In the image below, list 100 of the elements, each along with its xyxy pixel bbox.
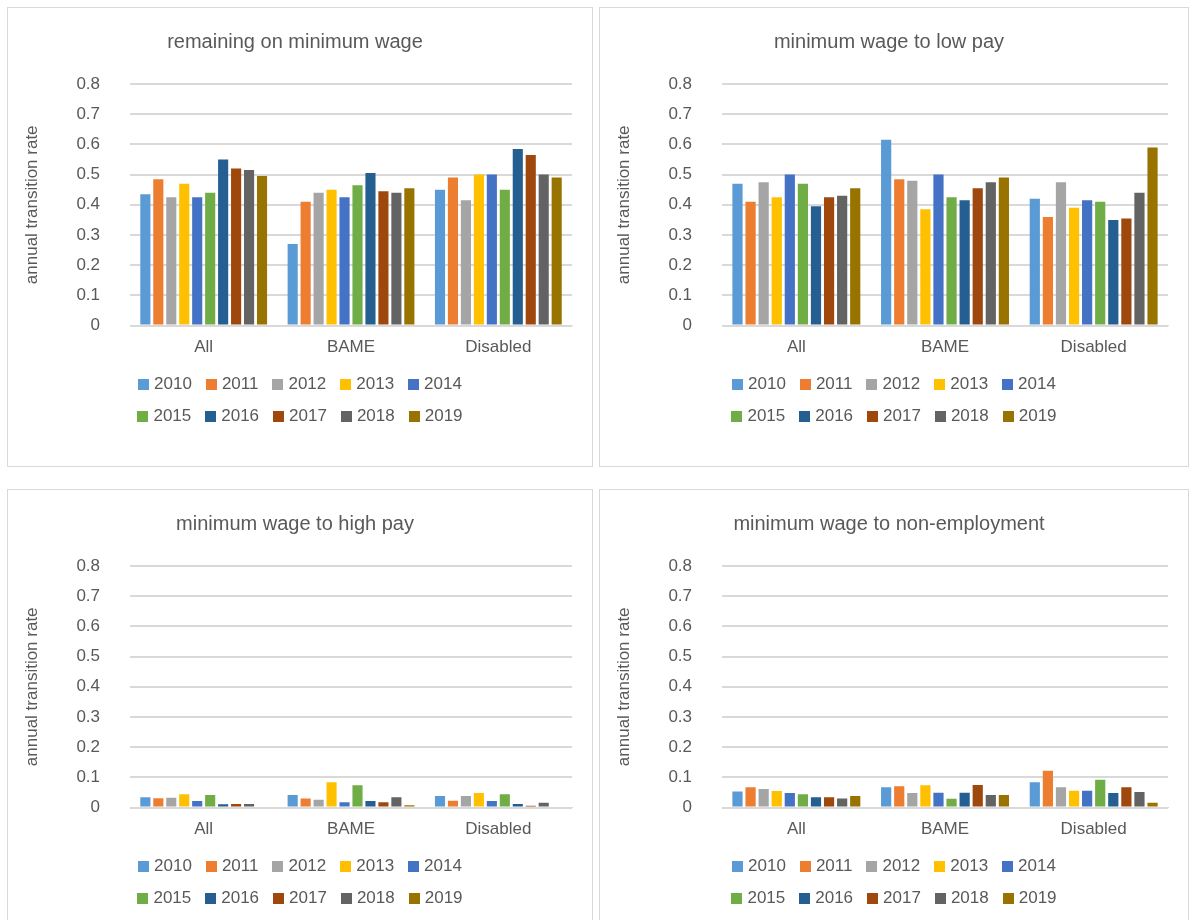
- bar: [920, 209, 931, 325]
- bar: [972, 784, 983, 807]
- bar: [1055, 182, 1067, 325]
- y-tick-label: 0.1: [76, 767, 101, 787]
- bar: [1121, 218, 1132, 325]
- legend-label: 2015: [153, 888, 192, 908]
- y-tick-label: 0.5: [76, 164, 101, 184]
- y-tick-label: 0.2: [76, 254, 101, 274]
- chart-title: remaining on minimum wage: [167, 29, 423, 52]
- bar: [907, 180, 918, 325]
- bar: [1147, 147, 1158, 325]
- y-tick-label: 0.8: [76, 555, 101, 575]
- bar: [326, 189, 337, 325]
- legend-label: 2018: [356, 406, 395, 426]
- y-tick-label: 0.3: [668, 224, 693, 244]
- bar: [140, 194, 151, 325]
- y-tick-label: 0.3: [76, 224, 101, 244]
- bar: [205, 192, 216, 325]
- bar: [1068, 790, 1080, 807]
- x-tick-label: BAME: [326, 819, 376, 839]
- y-tick-label: 0: [682, 797, 693, 817]
- legend-label: 2012: [882, 374, 921, 394]
- y-tick-label: 0.6: [76, 134, 101, 154]
- legend-label: 2014: [424, 374, 462, 394]
- legend-label: 2018: [950, 888, 989, 908]
- bar: [486, 174, 497, 325]
- bar: [434, 189, 446, 325]
- legend-label: 2013: [356, 374, 395, 394]
- y-tick-label: 0.8: [76, 73, 101, 93]
- legend-label: 2015: [747, 406, 786, 426]
- x-tick-label: All: [194, 819, 214, 839]
- y-axis-title: annual transition rate: [613, 607, 633, 767]
- bar: [1055, 787, 1067, 807]
- y-tick-label: 0.8: [668, 73, 693, 93]
- legend-label: 2018: [950, 406, 989, 426]
- bar: [732, 791, 743, 807]
- legend-label: 2019: [424, 406, 463, 426]
- chart-title: minimum wage to low pay: [773, 29, 1005, 52]
- legend-label: 2013: [356, 856, 395, 876]
- bar: [192, 197, 203, 325]
- bar: [758, 182, 769, 325]
- bar: [797, 183, 808, 325]
- bar: [339, 197, 350, 325]
- bar: [881, 787, 892, 807]
- legend-label: 2016: [221, 406, 260, 426]
- bar: [810, 206, 822, 325]
- legend-label: 2019: [1018, 888, 1057, 908]
- x-tick-label: Disabled: [465, 337, 532, 357]
- bar: [946, 798, 957, 807]
- legend-label: 2017: [883, 888, 921, 908]
- legend-label: 2017: [883, 406, 921, 426]
- chart-title: minimum wage to non-employment: [733, 511, 1046, 534]
- legend-label: 2014: [1018, 856, 1056, 876]
- bar: [166, 197, 177, 325]
- legend-label: 2014: [424, 856, 462, 876]
- bar: [920, 785, 931, 807]
- legend-label: 2012: [288, 374, 327, 394]
- bar: [551, 177, 562, 325]
- y-tick-label: 0.5: [76, 646, 101, 666]
- legend-label: 2010: [154, 374, 192, 394]
- bar: [837, 195, 848, 325]
- bar: [1042, 216, 1053, 325]
- bar: [837, 798, 848, 807]
- bar: [460, 200, 471, 325]
- y-tick-label: 0.1: [668, 767, 693, 787]
- y-tick-label: 0: [682, 315, 693, 335]
- bar: [525, 154, 536, 325]
- bar: [352, 185, 363, 325]
- x-tick-label: Disabled: [1060, 819, 1127, 839]
- bar: [153, 179, 164, 325]
- bar: [745, 201, 756, 325]
- bar: [1134, 791, 1145, 807]
- bar: [771, 790, 782, 807]
- bar: [1042, 770, 1053, 807]
- bar: [959, 200, 970, 325]
- bar: [365, 173, 376, 325]
- legend-label: 2017: [289, 888, 327, 908]
- y-axis-title: annual transition rate: [21, 607, 41, 767]
- bar: [823, 797, 835, 807]
- legend-label: 2013: [950, 856, 989, 876]
- x-tick-label: All: [194, 337, 214, 357]
- bar: [512, 148, 523, 325]
- legend-label: 2017: [289, 406, 327, 426]
- x-tick-label: BAME: [326, 337, 376, 357]
- legend-label: 2010: [154, 856, 192, 876]
- bar: [179, 183, 190, 325]
- legend-label: 2014: [1018, 374, 1056, 394]
- y-axis-title: annual transition rate: [613, 125, 633, 285]
- y-tick-label: 0.6: [76, 616, 101, 636]
- bar: [1134, 192, 1145, 325]
- bar: [1068, 207, 1080, 325]
- bar: [810, 797, 822, 807]
- x-tick-label: Disabled: [465, 819, 532, 839]
- bar: [907, 793, 918, 807]
- legend-label: 2015: [153, 406, 192, 426]
- legend-label: 2019: [1018, 406, 1057, 426]
- y-tick-label: 0: [90, 797, 101, 817]
- bar: [404, 188, 415, 325]
- y-tick-label: 0.8: [668, 555, 693, 575]
- bar: [985, 794, 996, 807]
